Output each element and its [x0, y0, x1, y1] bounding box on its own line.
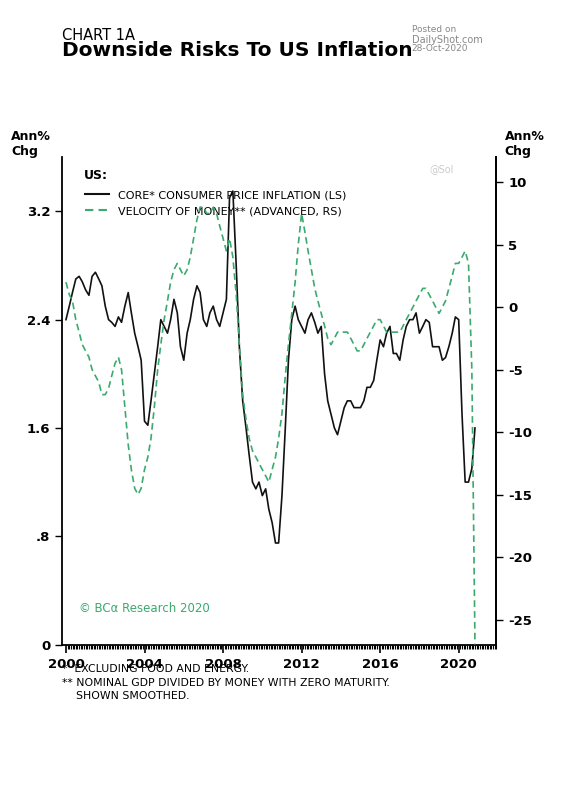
Legend: CORE* CONSUMER PRICE INFLATION (LS), VELOCITY OF MONEY** (ADVANCED, RS): CORE* CONSUMER PRICE INFLATION (LS), VEL… [85, 189, 347, 217]
Text: 28-Oct-2020: 28-Oct-2020 [412, 44, 468, 53]
Text: CHART 1A: CHART 1A [62, 28, 135, 42]
Text: @Sol: @Sol [429, 164, 453, 174]
Text: Ann%
Chg: Ann% Chg [11, 130, 51, 158]
Text: Posted on: Posted on [412, 25, 456, 34]
Text: © BCα Research 2020: © BCα Research 2020 [80, 602, 210, 615]
Text: Ann%
Chg: Ann% Chg [505, 130, 545, 158]
Text: SHOWN SMOOTHED.: SHOWN SMOOTHED. [62, 691, 190, 701]
Text: US:: US: [83, 169, 108, 182]
Text: Downside Risks To US Inflation: Downside Risks To US Inflation [62, 41, 413, 60]
Text: DailyShot.com: DailyShot.com [412, 35, 482, 45]
Text: ** NOMINAL GDP DIVIDED BY MONEY WITH ZERO MATURITY.: ** NOMINAL GDP DIVIDED BY MONEY WITH ZER… [62, 678, 390, 688]
Text: *  EXCLUDING FOOD AND ENERGY.: * EXCLUDING FOOD AND ENERGY. [62, 664, 249, 674]
